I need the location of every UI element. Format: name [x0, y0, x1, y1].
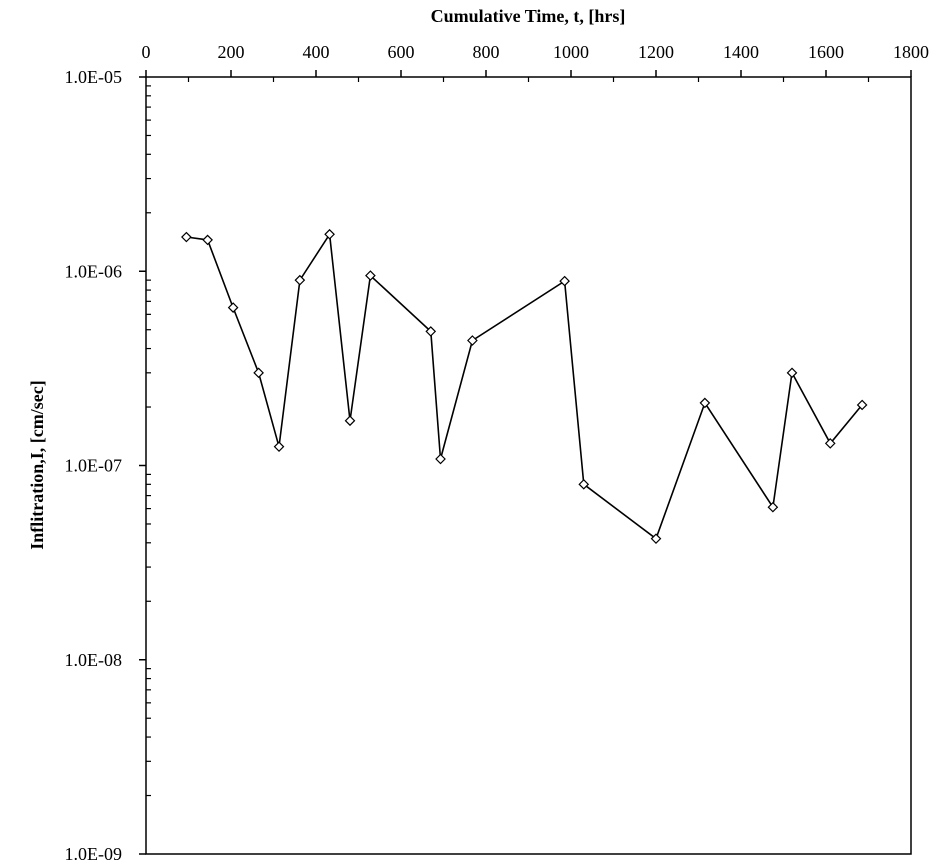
x-tick-label: 1200	[638, 42, 674, 62]
y-tick-label: 1.0E-07	[65, 456, 123, 476]
x-tick-label: 200	[218, 42, 245, 62]
x-tick-label: 0	[142, 42, 151, 62]
x-tick-label: 1400	[723, 42, 759, 62]
y-axis-title: Inflitration,I, [cm/sec]	[27, 380, 47, 549]
x-axis-tick-labels: 0 200 400 600 800 1000 1200 1400 1600 1800	[142, 42, 930, 62]
data-point-marker	[253, 367, 264, 379]
y-tick-label: 1.0E-09	[65, 844, 123, 863]
data-point-marker	[650, 533, 662, 545]
series-line	[186, 231, 863, 540]
x-tick-label: 400	[303, 42, 330, 62]
series-markers	[181, 228, 868, 545]
x-axis-title: Cumulative Time, t, [hrs]	[431, 6, 626, 26]
x-tick-label: 1600	[808, 42, 844, 62]
y-tick-label: 1.0E-08	[65, 650, 123, 670]
data-point-marker	[273, 441, 285, 453]
y-axis-tick-labels: 1.0E-05 1.0E-06 1.0E-07 1.0E-08 1.0E-09	[65, 67, 123, 863]
data-point-marker	[699, 397, 711, 409]
data-point-marker	[425, 326, 437, 337]
data-point-marker	[344, 415, 356, 427]
x-tick-label: 1800	[893, 42, 929, 62]
data-point-marker	[324, 228, 335, 240]
x-tick-label: 800	[473, 42, 500, 62]
axis-ticks	[139, 70, 912, 855]
plot-area	[145, 76, 912, 855]
data-point-marker	[824, 438, 836, 449]
data-point-marker	[202, 234, 213, 246]
data-point-marker	[365, 270, 376, 281]
data-point-marker	[767, 501, 779, 513]
y-tick-label: 1.0E-05	[65, 67, 123, 87]
data-point-marker	[435, 453, 446, 465]
y-tick-label: 1.0E-06	[65, 261, 123, 281]
data-point-marker	[467, 335, 478, 346]
x-tick-label: 600	[388, 42, 415, 62]
x-tick-label: 1000	[553, 42, 589, 62]
data-point-marker	[559, 275, 570, 287]
data-point-marker	[856, 399, 868, 411]
data-point-marker	[294, 274, 306, 286]
data-point-marker	[578, 478, 590, 490]
data-point-marker	[227, 302, 239, 313]
data-point-marker	[181, 231, 192, 243]
data-point-marker	[786, 367, 798, 379]
